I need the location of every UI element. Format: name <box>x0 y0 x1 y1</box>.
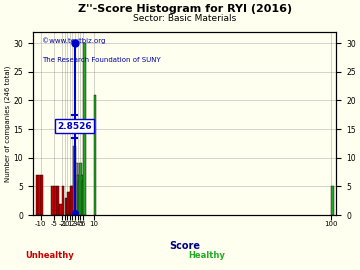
Bar <box>94 95 96 215</box>
Bar <box>70 187 72 215</box>
Text: ©www.textbiz.org: ©www.textbiz.org <box>42 37 105 44</box>
Text: Healthy: Healthy <box>189 251 225 260</box>
Bar <box>79 164 82 215</box>
Y-axis label: Number of companies (246 total): Number of companies (246 total) <box>4 65 11 181</box>
Bar <box>71 187 74 215</box>
Bar <box>81 175 83 215</box>
Bar <box>69 192 71 215</box>
Bar <box>78 181 80 215</box>
Bar <box>83 43 86 215</box>
X-axis label: Score: Score <box>169 241 200 251</box>
Text: Unhealthy: Unhealthy <box>26 251 75 260</box>
Bar <box>65 198 67 215</box>
Bar <box>77 175 79 215</box>
Text: Sector: Basic Materials: Sector: Basic Materials <box>133 14 236 23</box>
Bar <box>54 187 57 215</box>
Bar <box>67 192 70 215</box>
Bar <box>74 146 76 215</box>
Text: 2.8526: 2.8526 <box>57 122 92 131</box>
Bar <box>51 187 54 215</box>
Bar <box>38 175 41 215</box>
Text: The Research Foundation of SUNY: The Research Foundation of SUNY <box>42 57 161 63</box>
Bar <box>57 187 59 215</box>
Bar <box>73 146 75 215</box>
Title: Z''-Score Histogram for RYI (2016): Z''-Score Histogram for RYI (2016) <box>77 4 292 14</box>
Bar <box>75 164 78 215</box>
Bar <box>62 187 64 215</box>
Bar <box>331 187 334 215</box>
Bar <box>59 204 62 215</box>
Bar <box>82 181 84 215</box>
Bar <box>36 175 38 215</box>
Bar <box>41 175 43 215</box>
